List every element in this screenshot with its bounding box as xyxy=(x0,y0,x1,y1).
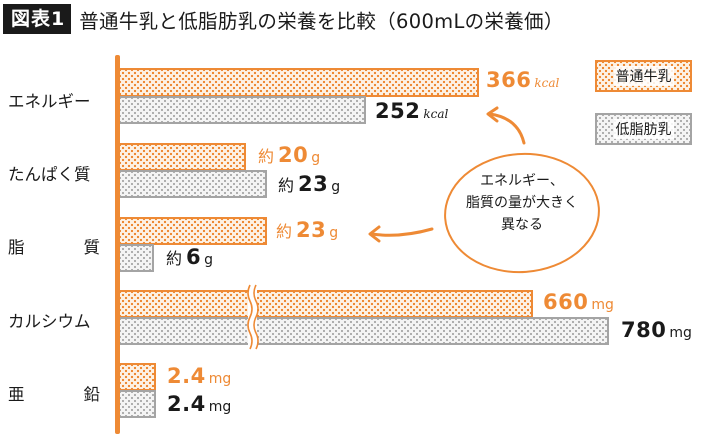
bar-protein-lowfat xyxy=(120,170,267,198)
axis-break-icon xyxy=(247,284,259,350)
value-prefix: 約 xyxy=(258,147,275,166)
category-label-zinc-part1: 亜 xyxy=(8,385,25,404)
value-unit: g xyxy=(329,225,339,241)
legend-item-regular-milk: 普通牛乳 xyxy=(595,60,692,92)
figure-label: 図表1 xyxy=(3,4,72,34)
y-axis-line xyxy=(115,55,120,434)
callout-bubble xyxy=(444,152,600,274)
value-protein-lowfat: 約 23 g xyxy=(278,172,340,196)
value-energy-regular: 366 kcal xyxy=(486,68,559,92)
arrow-to-fat-icon xyxy=(368,225,434,243)
callout-line: 異なる xyxy=(501,217,543,233)
bar-calcium-lowfat xyxy=(120,317,609,345)
value-fat-regular: 約 23 g xyxy=(276,218,338,242)
category-label-calcium: カルシウム xyxy=(8,312,91,331)
callout-text: エネルギー、 脂質の量が大きく 異なる xyxy=(448,170,596,236)
value-prefix: 約 xyxy=(166,249,183,268)
value-number: 23 xyxy=(298,172,329,196)
axis-break-gap xyxy=(248,285,257,349)
value-unit: g xyxy=(331,179,341,195)
bar-calcium-regular xyxy=(120,290,533,318)
category-label-fat-part2: 質 xyxy=(83,238,101,257)
value-unit: mg xyxy=(591,297,614,313)
callout-line: 脂質の量が大きく xyxy=(466,195,578,211)
bar-fat-lowfat xyxy=(120,244,154,272)
value-number: 2.4 xyxy=(167,392,206,416)
value-fat-lowfat: 約 6 g xyxy=(166,245,213,269)
value-number: 780 xyxy=(621,318,667,342)
legend-item-lowfat-milk: 低脂肪乳 xyxy=(595,113,692,145)
arrow-to-energy-icon xyxy=(486,106,526,145)
bar-energy-lowfat xyxy=(120,96,366,124)
category-label-zinc: 亜 鉛 xyxy=(8,381,100,405)
value-number: 20 xyxy=(278,143,309,167)
value-unit: g xyxy=(204,252,214,268)
value-prefix: 約 xyxy=(276,222,293,241)
value-zinc-lowfat: 2.4 mg xyxy=(167,392,231,416)
value-number: 6 xyxy=(186,245,202,269)
value-protein-regular: 約 20 g xyxy=(258,143,320,167)
value-prefix: 約 xyxy=(278,176,295,195)
chart-header: 図表1 普通牛乳と低脂肪乳の栄養を比較（600mLの栄養価） xyxy=(3,4,564,34)
value-number: 23 xyxy=(296,218,327,242)
category-label-energy: エネルギー xyxy=(8,92,91,111)
value-unit: g xyxy=(311,150,321,166)
value-unit: mg xyxy=(208,399,232,415)
legend-label: 低脂肪乳 xyxy=(613,119,674,139)
callout-line: エネルギー、 xyxy=(480,173,564,189)
category-label-zinc-part2: 鉛 xyxy=(83,385,101,404)
value-number: 660 xyxy=(543,290,589,314)
value-unit: mg xyxy=(208,371,232,387)
value-unit: kcal xyxy=(423,107,449,121)
value-calcium-regular: 660 mg xyxy=(543,290,614,314)
category-label-fat-part1: 脂 xyxy=(8,238,25,257)
value-number: 366 xyxy=(486,68,532,92)
category-label-protein: たんぱく質 xyxy=(8,165,91,184)
value-unit: mg xyxy=(669,325,692,341)
value-zinc-regular: 2.4 mg xyxy=(167,364,231,388)
value-number: 252 xyxy=(375,99,421,123)
value-unit: kcal xyxy=(534,76,560,90)
bar-fat-regular xyxy=(120,217,267,245)
value-energy-lowfat: 252 kcal xyxy=(375,99,448,123)
value-calcium-lowfat: 780 mg xyxy=(621,318,692,342)
value-number: 2.4 xyxy=(167,364,206,388)
chart-title: 普通牛乳と低脂肪乳の栄養を比較（600mLの栄養価） xyxy=(79,9,564,33)
bar-zinc-lowfat xyxy=(120,390,156,418)
category-label-fat: 脂 質 xyxy=(8,234,100,258)
legend-label: 普通牛乳 xyxy=(613,66,674,86)
